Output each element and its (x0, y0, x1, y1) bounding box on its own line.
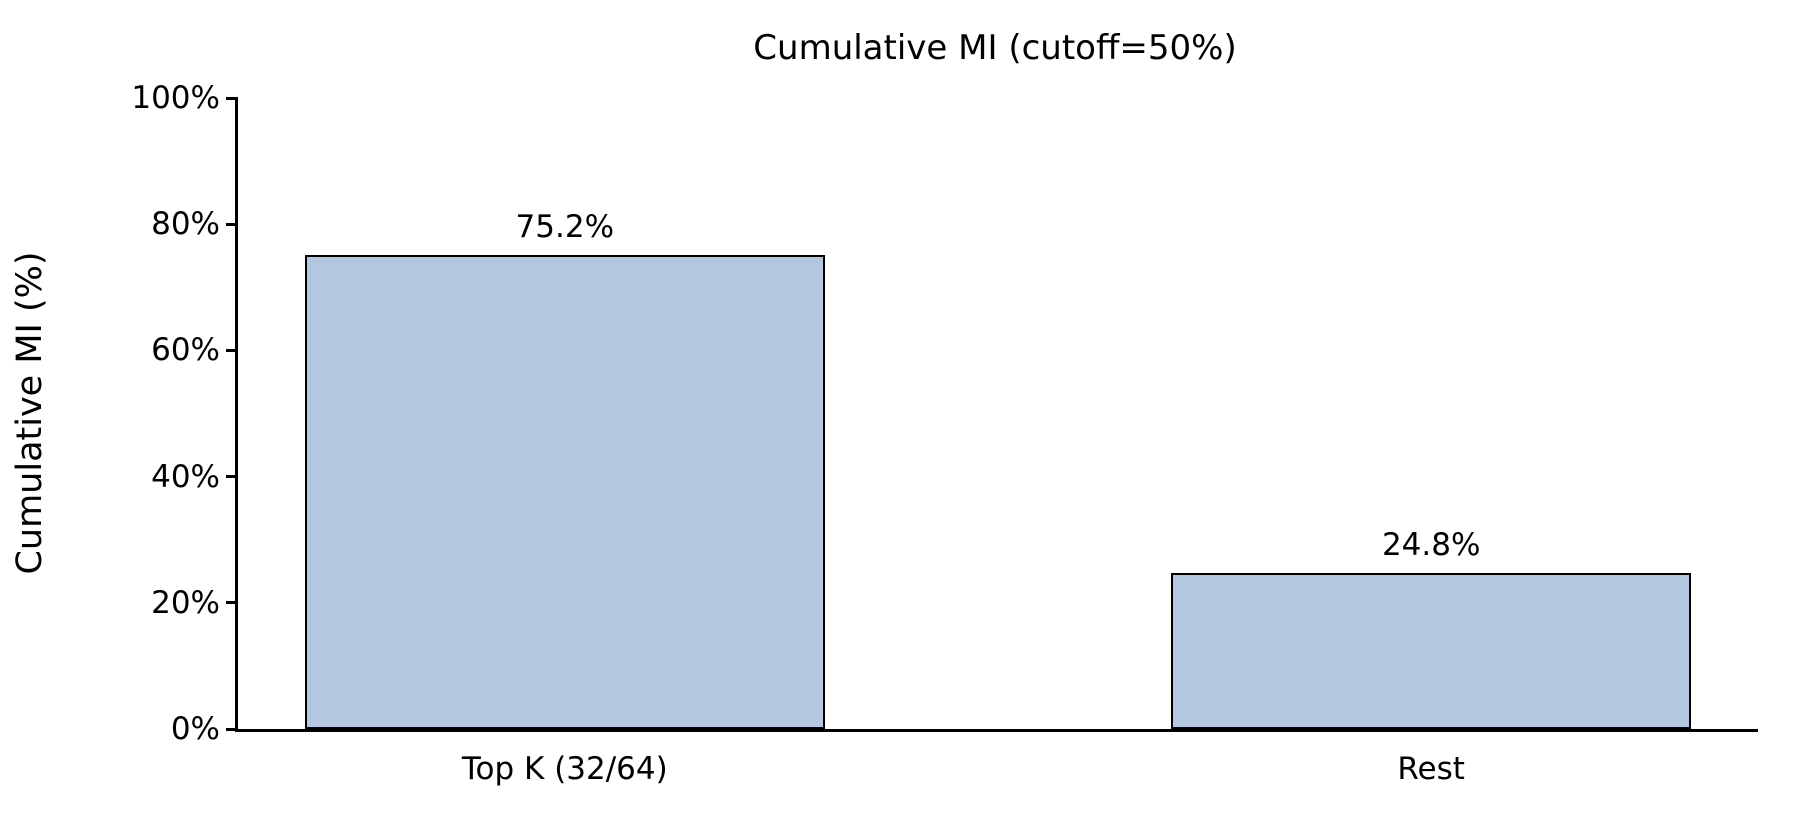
y-tick-mark (226, 96, 238, 100)
y-tick-mark (226, 222, 238, 226)
y-tick-label: 20% (151, 584, 220, 621)
y-tick-mark (226, 601, 238, 605)
bar-value-label: 24.8% (1381, 526, 1481, 563)
bar-rest (1171, 572, 1692, 729)
y-tick-label: 40% (151, 458, 220, 495)
y-tick-mark (226, 727, 238, 731)
y-tick-label: 80% (151, 206, 220, 243)
y-axis-label-text: Cumulative MI (%) (10, 251, 50, 575)
bar-top-k (304, 254, 825, 729)
y-tick-label: 100% (131, 80, 220, 116)
y-tick-label: 60% (151, 332, 220, 369)
y-tick-mark (226, 348, 238, 352)
y-tick-mark (226, 475, 238, 479)
x-category-label: Rest (1397, 751, 1465, 787)
chart-title: Cumulative MI (cutoff=50%) (753, 28, 1237, 68)
plot-area: 0% 20% 40% 60% 80% 100% 75.2% Top K (32/64) 24.8… (131, 81, 1758, 787)
bar-value-label: 75.2% (515, 208, 615, 245)
y-tick-label: 0% (170, 711, 220, 747)
x-category-label: Top K (32/64) (461, 751, 668, 787)
